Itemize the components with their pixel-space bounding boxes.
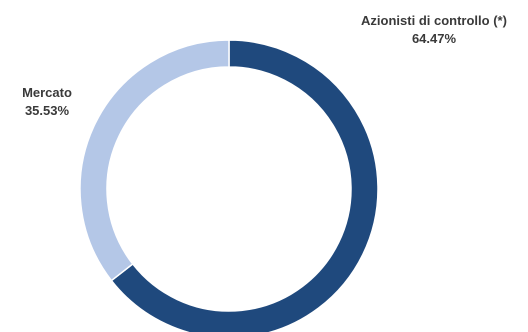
slice-name-azionisti-di-controllo: Azionisti di controllo (*) <box>361 13 507 28</box>
slice-label-azionisti-di-controllo: Azionisti di controllo (*) 64.47% <box>340 12 528 48</box>
slice-label-mercato: Mercato 35.53% <box>14 84 80 120</box>
slice-name-mercato: Mercato <box>22 85 72 100</box>
donut-slice-1 <box>79 39 230 282</box>
donut-slice-0 <box>110 39 379 332</box>
slice-value-mercato: 35.53% <box>24 103 70 118</box>
slice-value-azionisti-di-controllo: 64.47% <box>411 31 457 46</box>
